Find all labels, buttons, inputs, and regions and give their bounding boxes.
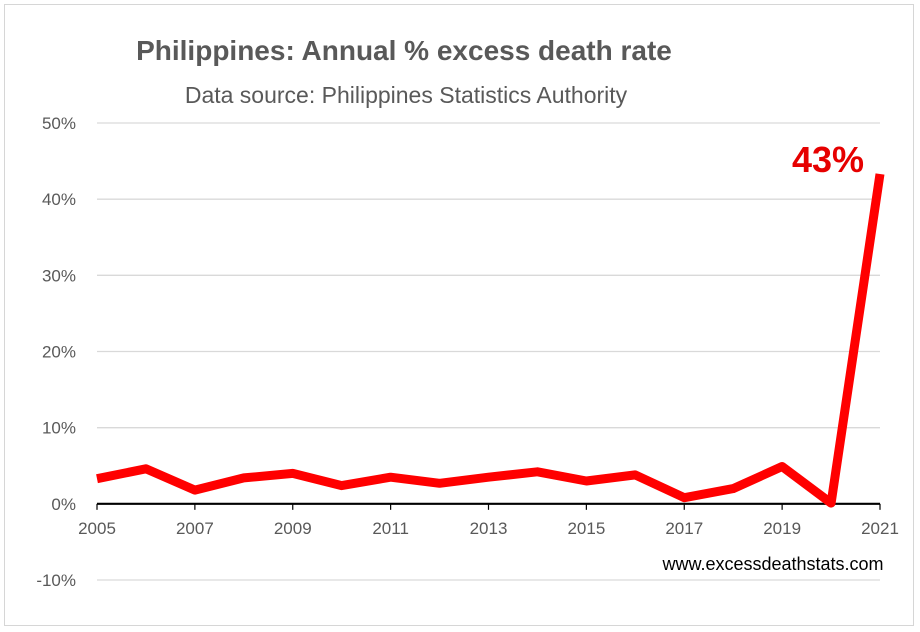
chart-subtitle: Data source: Philippines Statistics Auth… (185, 82, 628, 108)
gridlines (97, 122, 880, 581)
series-line (96, 173, 885, 508)
y-tick-label: 30% (42, 266, 76, 285)
y-axis-tick-labels: -10% 0% 10% 20% 30% 40% 50% (36, 114, 76, 590)
x-tick-label: 2015 (567, 519, 605, 538)
x-tick-label: 2013 (470, 519, 508, 538)
y-tick-label: 40% (42, 190, 76, 209)
x-tick-label: 2019 (763, 519, 801, 538)
y-tick-label: 50% (42, 114, 76, 133)
chart-frame (4, 4, 914, 626)
x-tick-label: 2007 (176, 519, 214, 538)
zero-axis (96, 502, 881, 510)
x-tick-label: 2017 (665, 519, 703, 538)
x-axis-tick-labels: 2005 2007 2009 2011 2013 2015 2017 2019 2021 (78, 519, 899, 538)
x-tick-label: 2005 (78, 519, 116, 538)
excess-death-rate-line (96, 173, 885, 508)
y-tick-label: 20% (42, 343, 76, 362)
peak-value-annotation: 43% (792, 139, 864, 180)
x-tick-label: 2011 (372, 519, 409, 538)
source-url: www.excessdeathstats.com (661, 554, 883, 574)
y-tick-label: -10% (36, 571, 76, 590)
x-tick-label: 2009 (274, 519, 312, 538)
y-tick-label: 0% (51, 495, 76, 514)
chart-title: Philippines: Annual % excess death rate (136, 35, 672, 66)
y-tick-label: 10% (42, 419, 76, 438)
x-tick-label: 2021 (861, 519, 899, 538)
